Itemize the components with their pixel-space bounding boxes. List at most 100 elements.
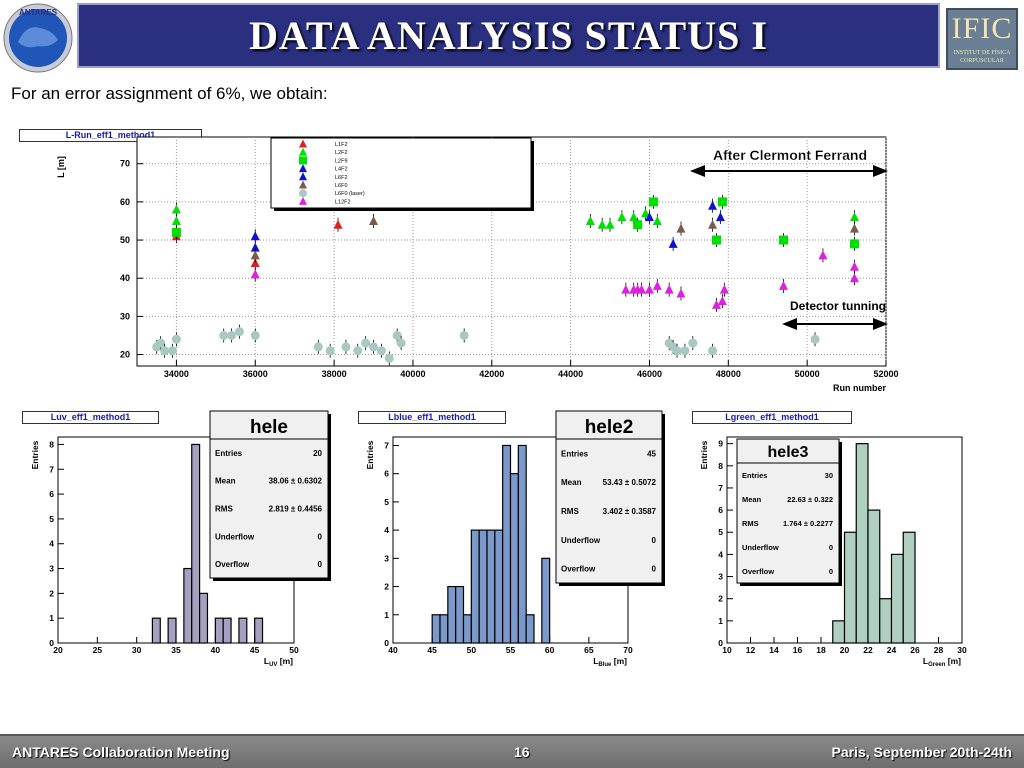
stats-value: 53.43 ± 0.5072 — [603, 478, 657, 487]
data-point-l2f9 — [711, 235, 721, 245]
data-point-l6f0-laser- — [160, 346, 170, 356]
data-point-l6f0-laser- — [688, 338, 698, 348]
data-point-l12f2 — [676, 288, 686, 298]
y-tick-label: 30 — [120, 311, 130, 321]
x-axis-label: LUV [m] — [264, 656, 293, 668]
legend-entry: L6F0 (laser) — [335, 191, 365, 197]
y-tick-label: 4 — [49, 539, 54, 549]
data-point-l2f2 — [849, 212, 859, 222]
y-tick-label: 0 — [718, 638, 723, 648]
data-point-l6f0-laser- — [250, 330, 260, 340]
data-point-l12f2 — [644, 284, 654, 294]
stats-key: RMS — [742, 519, 759, 528]
y-axis-label: L [m] — [56, 156, 66, 178]
y-tick-label: 3 — [49, 564, 54, 574]
data-point-l1f2 — [333, 219, 343, 229]
title-banner: DATA ANALYSIS STATUS I — [77, 3, 940, 68]
y-tick-label: 2 — [718, 594, 723, 604]
hist-bar — [222, 617, 232, 644]
hist-bar — [867, 509, 881, 644]
y-tick-label: 5 — [718, 527, 723, 537]
y-tick-label: 2 — [49, 588, 54, 598]
stats-title: hele3 — [768, 444, 809, 461]
blue-hist-label: Lblue_eff1_method1 — [358, 411, 506, 424]
y-tick-label: 3 — [384, 553, 389, 563]
x-axis-label: Run number — [833, 383, 886, 393]
y-tick-label: 40 — [120, 273, 130, 283]
data-point-l2f9 — [779, 235, 789, 245]
data-point-l6f0-laser- — [396, 338, 406, 348]
x-tick-label: 30 — [132, 645, 142, 655]
y-tick-label: 8 — [49, 439, 54, 449]
uv-hist-label: Luv_eff1_method1 — [22, 411, 159, 424]
x-tick-label: 18 — [816, 645, 826, 655]
stats-value: 0 — [652, 565, 657, 574]
data-point-l2f2 — [171, 204, 181, 214]
subtitle: For an error assignment of 6%, we obtain… — [11, 84, 328, 103]
x-tick-label: 36000 — [243, 369, 268, 379]
data-point-l6f0-laser- — [234, 327, 244, 337]
x-tick-label: 60 — [545, 645, 555, 655]
antares-logo: ANTARES — [3, 3, 73, 73]
x-tick-label: 46000 — [637, 369, 662, 379]
y-tick-label: 6 — [718, 505, 723, 515]
stats-value: 0 — [652, 536, 657, 545]
arrowhead-left — [782, 318, 797, 330]
y-tick-label: 4 — [384, 525, 389, 535]
stats-key: RMS — [215, 505, 233, 514]
x-tick-label: 52000 — [873, 369, 898, 379]
stats-key: Underflow — [215, 532, 255, 541]
legend-marker — [299, 196, 307, 205]
data-point-l6f0-laser- — [384, 353, 394, 363]
data-point-l6f0-laser- — [459, 330, 469, 340]
data-point-l2f9 — [717, 197, 727, 207]
data-point-l4f2 — [644, 212, 654, 222]
data-point-l12f2 — [818, 250, 828, 260]
y-tick-label: 50 — [120, 235, 130, 245]
x-tick-label: 50000 — [795, 369, 820, 379]
x-tick-label: 16 — [793, 645, 803, 655]
arrowhead-right — [873, 318, 888, 330]
y-tick-label: 0 — [384, 638, 389, 648]
y-tick-label: 60 — [120, 197, 130, 207]
data-point-l6f0-laser- — [680, 346, 690, 356]
legend-marker — [299, 139, 307, 148]
data-point-l6f0-laser- — [376, 346, 386, 356]
y-tick-label: 4 — [718, 549, 723, 559]
x-tick-label: 26 — [910, 645, 920, 655]
footer-bar: ANTARES Collaboration Meeting 16 Paris, … — [0, 734, 1024, 768]
y-axis-label: Entries — [365, 440, 375, 469]
data-point-l4f2 — [250, 242, 260, 252]
x-tick-label: 34000 — [164, 369, 189, 379]
data-point-l2f2 — [629, 212, 639, 222]
legend-entry: L2F2 — [335, 150, 348, 156]
legend-entry: L12F2 — [335, 199, 351, 205]
data-point-l12f2 — [250, 269, 260, 279]
hist-bar — [843, 531, 857, 644]
ific-logo-subtext-2: CORPUSCULAR — [960, 58, 1004, 64]
y-axis-label: Entries — [699, 440, 709, 469]
data-point-l6f0-laser- — [708, 346, 718, 356]
data-point-l6f0 — [708, 219, 718, 229]
data-point-l2f2 — [605, 219, 615, 229]
legend-entry: L4F2 — [335, 167, 348, 173]
data-point-l6f0-laser- — [227, 330, 237, 340]
x-tick-label: 40000 — [400, 369, 425, 379]
data-point-l4f2 — [715, 212, 725, 222]
data-point-l12f2 — [664, 284, 674, 294]
hist-bar — [199, 592, 209, 644]
x-tick-label: 44000 — [558, 369, 583, 379]
x-tick-label: 30 — [957, 645, 967, 655]
y-tick-label: 7 — [718, 483, 723, 493]
x-tick-label: 70 — [623, 645, 633, 655]
data-point-l2f2 — [597, 219, 607, 229]
y-tick-label: 7 — [384, 440, 389, 450]
stats-value: 20 — [313, 449, 322, 458]
y-tick-label: 6 — [384, 469, 389, 479]
stats-key: Entries — [742, 471, 767, 480]
legend-entry: L1F2 — [335, 142, 348, 148]
x-tick-label: 42000 — [479, 369, 504, 379]
data-point-l6f0-laser- — [313, 342, 323, 352]
